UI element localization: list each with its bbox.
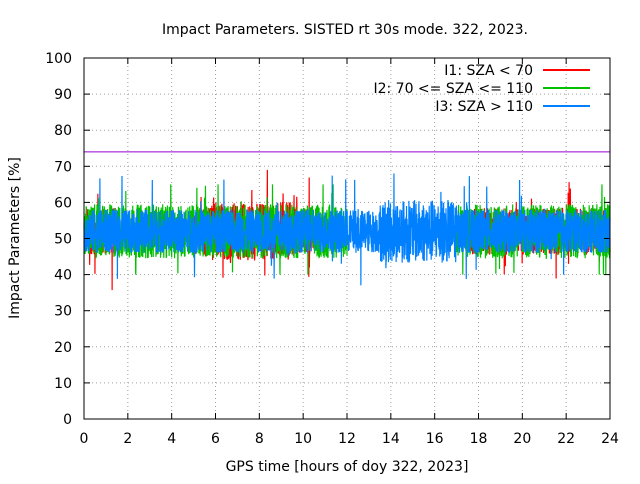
legend-label-i1: I1: SZA < 70 <box>444 63 533 79</box>
y-tick-label-80: 80 <box>54 123 72 139</box>
series-line-i3 <box>83 173 611 286</box>
y-tick-label-10: 10 <box>54 376 72 392</box>
x-tick-label-14: 14 <box>382 431 400 447</box>
axis-ticks: 0 2 4 6 8 10 12 14 16 18 20 22 240102030405060708090… <box>45 51 619 447</box>
x-tick-label-20: 20 <box>513 431 531 447</box>
x-tick-label-24: 24 <box>601 431 619 447</box>
x-tick-label-6: 6 <box>211 431 220 447</box>
data-series <box>83 169 611 291</box>
chart-title: Impact Parameters. SISTED rt 30s mode. 3… <box>162 22 528 38</box>
y-axis-title: Impact Parameters [%] <box>7 157 23 319</box>
x-axis-title: GPS time [hours of doy 322, 2023] <box>226 459 469 475</box>
y-tick-label-30: 30 <box>54 304 72 320</box>
x-tick-label-22: 22 <box>557 431 575 447</box>
y-tick-label-0: 0 <box>63 412 72 428</box>
y-tick-label-100: 100 <box>45 51 72 67</box>
x-tick-label-12: 12 <box>338 431 356 447</box>
legend: I1: SZA < 70 I2: 70 <= SZA <= 110 I3: SZ… <box>373 63 590 115</box>
x-tick-label-18: 18 <box>470 431 488 447</box>
legend-label-i3: I3: SZA > 110 <box>435 99 533 115</box>
x-tick-label-2: 2 <box>123 431 132 447</box>
y-tick-label-70: 70 <box>54 159 72 175</box>
y-tick-label-50: 50 <box>54 232 72 248</box>
y-tick-label-90: 90 <box>54 87 72 103</box>
x-tick-label-16: 16 <box>426 431 444 447</box>
x-tick-label-0: 0 <box>80 431 89 447</box>
y-tick-label-60: 60 <box>54 195 72 211</box>
legend-label-i2: I2: 70 <= SZA <= 110 <box>373 81 533 97</box>
x-tick-label-10: 10 <box>294 431 312 447</box>
x-tick-label-8: 8 <box>255 431 264 447</box>
y-tick-label-20: 20 <box>54 340 72 356</box>
y-tick-label-40: 40 <box>54 268 72 284</box>
x-tick-label-4: 4 <box>167 431 176 447</box>
